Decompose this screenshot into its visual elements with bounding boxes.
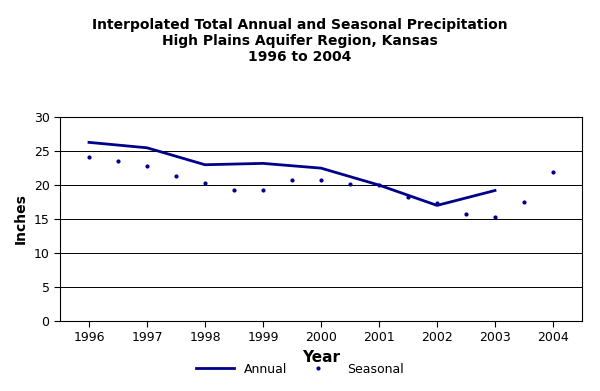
Legend: Annual, Seasonal: Annual, Seasonal — [191, 358, 409, 381]
Y-axis label: Inches: Inches — [14, 194, 28, 244]
X-axis label: Year: Year — [302, 350, 340, 364]
Text: Interpolated Total Annual and Seasonal Precipitation
High Plains Aquifer Region,: Interpolated Total Annual and Seasonal P… — [92, 18, 508, 64]
